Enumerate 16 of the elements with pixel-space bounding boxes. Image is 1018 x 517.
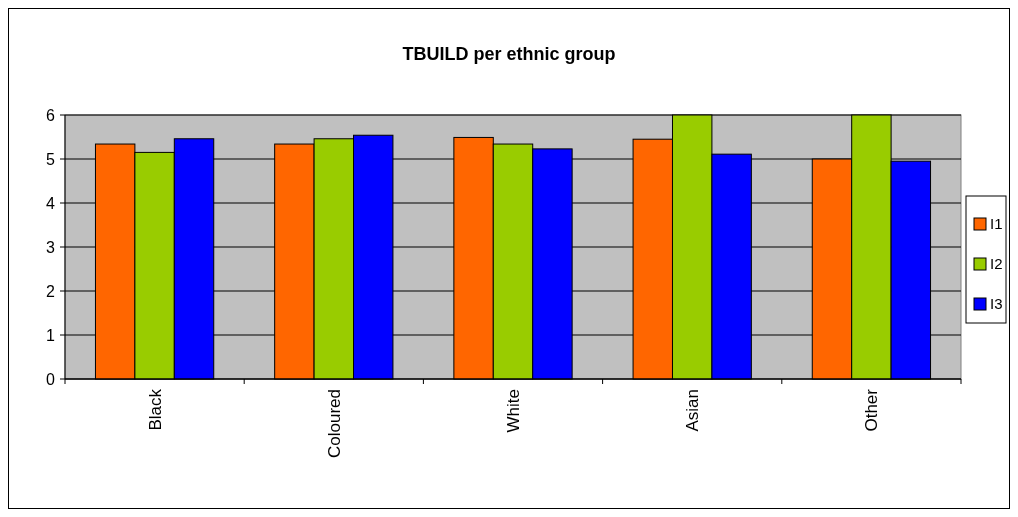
x-tick-label: Coloured: [324, 389, 344, 458]
legend-label: I2: [990, 255, 1003, 273]
legend-label: I1: [990, 215, 1003, 233]
x-tick-label: Black: [145, 388, 165, 431]
x-tick-label: Other: [862, 388, 882, 432]
y-tick-label: 6: [46, 106, 56, 124]
y-tick-label: 0: [46, 370, 56, 388]
y-tick-label: 3: [46, 238, 56, 256]
x-tick-label: White: [503, 389, 523, 433]
legend-label: I3: [990, 295, 1003, 313]
y-tick-label: 4: [46, 194, 56, 212]
y-tick-label: 1: [46, 326, 56, 344]
y-tick-label: 2: [46, 282, 56, 300]
chart-title: TBUILD per ethnic group: [402, 44, 616, 64]
y-tick-label: 5: [46, 150, 56, 168]
x-tick-label: Asian: [683, 389, 703, 432]
